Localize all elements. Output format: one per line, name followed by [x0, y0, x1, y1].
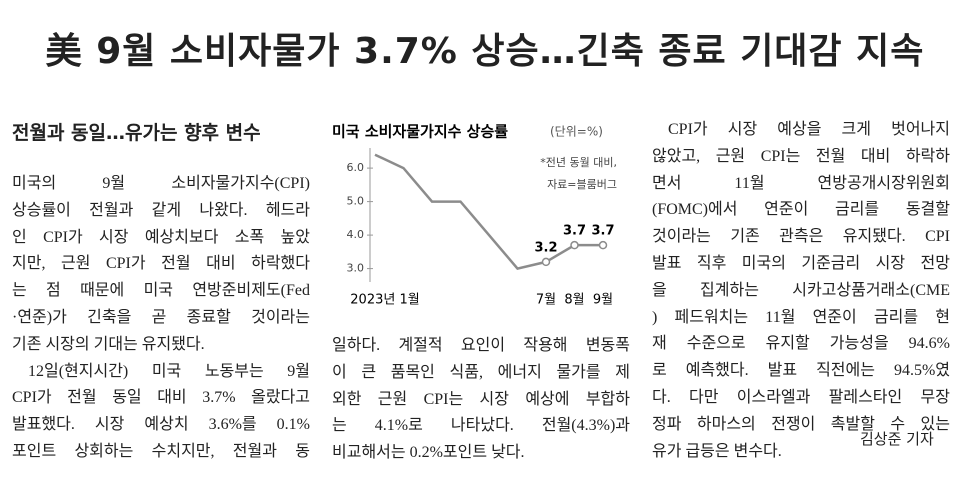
y-tick-label: 4.0 [347, 228, 365, 241]
text-line: CPI가 시장 예상을 크게 벗어나지 [668, 121, 950, 138]
text-line: 비교해서는 0.2%포인트 낮다. [332, 444, 525, 462]
marker [570, 240, 579, 250]
text-line: 이 큰 품목인 식품, 에너지 물가를 제 [332, 363, 630, 381]
text-line: 것이라는 기존 관측은 유지됐다. CPI [652, 228, 950, 246]
headline: 美 9월 소비자물가 3.7% 상승…긴축 종료 기대감 지속 [45, 31, 925, 72]
text-line: 외한 근원 CPI는 시장 예상에 부합하 [332, 390, 630, 408]
chart-title: 미국 소비자물가지수 상승률 [332, 123, 508, 141]
text-line: (FOMC)에서 연준이 금리를 동결할 [652, 201, 950, 219]
x-tick-label: 9월 [593, 293, 613, 308]
text-line: 발표 직후 미국의 기준금리 시장 전망 [652, 255, 950, 272]
y-tick-label: 3.0 [347, 262, 365, 275]
value-label: 3.7 [591, 224, 614, 239]
x-tick-label: 8월 [564, 293, 584, 308]
text-line: 포인트 상회하는 수치지만, 전월과 동 [12, 443, 310, 460]
text-line: 을 집계하는 시카고상품거래소(CME [652, 281, 950, 299]
subheading: 전월과 동일…유가는 향후 변수 [12, 122, 261, 144]
chart-note: 자료=블룸버그 [547, 178, 617, 191]
text-line: 미국의 9월 소비자물가지수(CPI) [12, 175, 310, 192]
text-line: 않았고, 근원 CPI는 전월 대비 하락하 [652, 147, 950, 165]
text-line: 는 4.1%로 나타났다. 전월(4.3%)과 [332, 417, 630, 435]
text-line: 로 예측했다. 발표 직전에는 94.5%였 [652, 362, 950, 380]
byline: 김상준 기자 [860, 430, 934, 448]
text-line: 는 점 때문에 미국 연방준비제도(Fed [12, 282, 310, 300]
text-line: ) 페드워치는 11월 연준이 금리를 현 [652, 308, 950, 326]
text-line: 12일(현지시간) 미국 노동부는 9월 [28, 362, 310, 380]
marker [541, 257, 551, 267]
text-line: 정파 하마스의 전쟁이 촉발할 수 있는 [652, 415, 950, 433]
value-label: 3.7 [563, 224, 586, 239]
chart: 미국 소비자물가지수 상승률 (단위=%) *전년 동월 대비, 자료=블룸버그… [332, 123, 617, 308]
x-tick-label: 2023년 1월 [350, 293, 419, 308]
data-line [374, 153, 603, 270]
chart-unit: (단위=%) [550, 125, 603, 139]
text-line: 인 CPI가 시장 예상치보다 소폭 높았 [12, 228, 310, 246]
value-label: 3.2 [534, 240, 557, 255]
text-line: 유가 급등은 변수다. [652, 442, 782, 460]
text-line: 지만, 근원 CPI가 전월 대비 하락했다 [12, 255, 310, 273]
text-line: CPI가 전월 동일 대비 3.7% 올랐다고 [12, 389, 310, 407]
text-line: 면서 11월 연방공개시장위원회 [652, 174, 950, 192]
marker [598, 240, 608, 250]
text-line: 다. 다만 이스라엘과 팔레스타인 무장 [652, 389, 950, 406]
text-line: 기존 시장의 기대는 유지됐다. [12, 335, 205, 353]
text-line: 일하다. 계절적 요인이 작용해 변동폭 [332, 337, 630, 354]
text-line: 발표했다. 시장 예상치 3.6%를 0.1% [12, 416, 310, 434]
text-line: ·연준)가 긴축을 곧 종료할 것이라는 [12, 309, 310, 326]
chart-note: *전년 동월 대비, [540, 156, 617, 169]
y-tick-label: 5.0 [347, 195, 365, 208]
text-line: 상승률이 전월과 같게 나왔다. 헤드라 [12, 201, 310, 219]
x-tick-label: 7월 [536, 293, 556, 308]
text-line: 재 수준으로 유지할 가능성을 94.6% [652, 335, 950, 353]
y-tick-label: 6.0 [347, 161, 365, 174]
